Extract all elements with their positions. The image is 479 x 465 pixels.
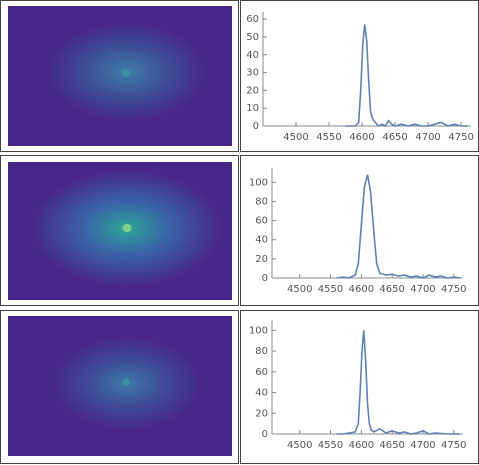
y-tick-label: 20 <box>255 254 268 265</box>
y-tick-label: 30 <box>246 68 259 79</box>
data-line <box>336 330 460 435</box>
y-tick-label: 40 <box>255 388 268 399</box>
y-tick-label: 0 <box>262 429 268 440</box>
x-tick-label: 4500 <box>283 132 308 143</box>
image-spot <box>123 224 131 232</box>
y-tick-label: 40 <box>255 235 268 246</box>
x-tick-label: 4600 <box>349 132 374 143</box>
y-tick-label: 20 <box>246 85 259 96</box>
y-tick-label: 100 <box>249 177 268 188</box>
x-tick-label: 4650 <box>379 284 404 295</box>
x-tick-label: 4750 <box>448 132 473 143</box>
x-tick-label: 4550 <box>316 132 341 143</box>
image <box>8 162 232 300</box>
x-tick-label: 4600 <box>349 440 374 451</box>
x-tick-label: 4700 <box>415 132 440 143</box>
x-tick-label: 4700 <box>410 284 435 295</box>
x-tick-label: 4500 <box>287 284 312 295</box>
x-tick-label: 4500 <box>287 440 312 451</box>
image <box>8 6 232 146</box>
x-tick-label: 4650 <box>382 132 407 143</box>
y-tick-label: 10 <box>246 103 259 114</box>
y-tick-label: 80 <box>255 196 268 207</box>
data-line <box>336 174 461 279</box>
image-spot <box>122 69 130 77</box>
panel <box>240 310 479 464</box>
y-tick-label: 100 <box>249 325 268 336</box>
x-tick-label: 4600 <box>349 284 374 295</box>
image-spot <box>122 378 130 386</box>
x-tick-label: 4750 <box>441 284 466 295</box>
y-tick-label: 60 <box>255 216 268 227</box>
y-tick-label: 60 <box>246 14 259 25</box>
y-tick-label: 80 <box>255 346 268 357</box>
x-tick-label: 4550 <box>318 284 343 295</box>
panel <box>240 0 479 152</box>
x-tick-label: 4700 <box>410 440 435 451</box>
x-tick-label: 4550 <box>318 440 343 451</box>
y-tick-label: 0 <box>262 273 268 284</box>
y-tick-label: 20 <box>255 408 268 419</box>
panel <box>240 155 479 306</box>
data-line <box>345 24 468 128</box>
x-tick-label: 4650 <box>379 440 404 451</box>
x-tick-label: 4750 <box>441 440 466 451</box>
y-tick-label: 40 <box>246 50 259 61</box>
y-tick-label: 50 <box>246 32 259 43</box>
image <box>8 316 232 456</box>
y-tick-label: 60 <box>255 367 268 378</box>
y-tick-label: 0 <box>253 121 259 132</box>
